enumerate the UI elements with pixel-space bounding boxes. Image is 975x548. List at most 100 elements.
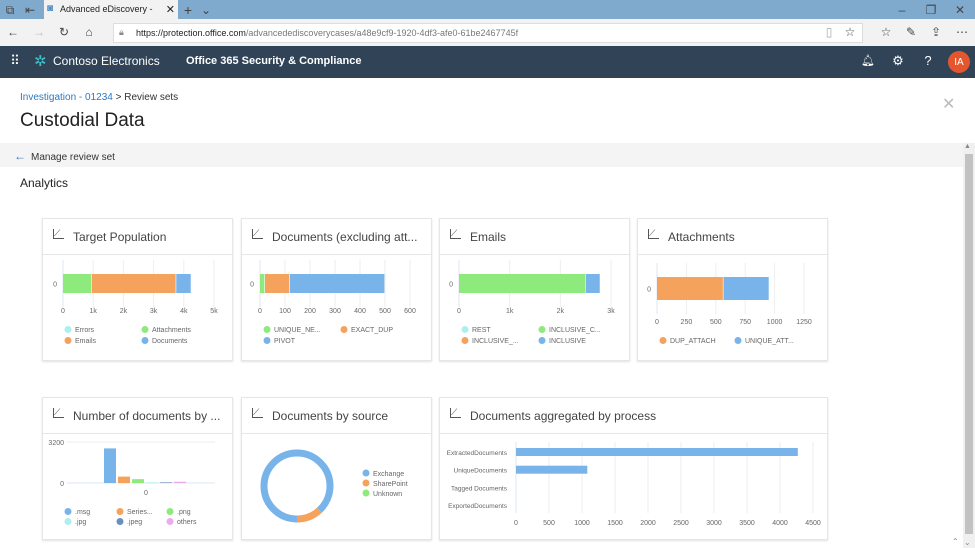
scroll-up-corner-icon[interactable]: ⌃ xyxy=(952,537,959,546)
column-bar[interactable] xyxy=(118,476,130,483)
url-path: /advancedediscoverycases/a48e9cf9-1920-4… xyxy=(245,28,519,38)
chart-card[interactable]: ⟋ Emails 0 1k 2k 3k 0 REST INCLUSIVE_C... INCLUSI… xyxy=(439,218,630,361)
bar-segment[interactable] xyxy=(265,274,290,293)
legend-label: INCLUSIVE_... xyxy=(472,338,519,345)
app-launcher-icon[interactable]: ⠿ xyxy=(10,53,20,68)
tick-label: 1250 xyxy=(796,319,812,326)
maximize-icon[interactable]: ❐ xyxy=(925,3,937,17)
donut-slice[interactable] xyxy=(260,449,334,523)
tick-label: 4k xyxy=(180,308,188,315)
favorite-star-icon[interactable]: ☆ xyxy=(844,25,856,39)
chart-svg: 3200 0 0 .msg Series... .png .jpg .jpeg others xyxy=(48,440,215,526)
tab-title: Advanced eDiscovery - xyxy=(60,4,153,14)
contoso-logo-icon: ✲ xyxy=(34,53,47,70)
minimize-icon[interactable]: – xyxy=(898,3,906,17)
chart-card[interactable]: ⟋ Target Population 0 1k 2k 3k 4k 5k 0 Errors Atta… xyxy=(42,218,233,361)
column-bar[interactable] xyxy=(132,479,144,483)
settings-gear-icon[interactable]: ⚙ xyxy=(892,53,904,68)
chart-title: Number of documents by ... xyxy=(73,409,221,423)
column-bar[interactable] xyxy=(146,482,158,483)
chart-title: Documents aggregated by process xyxy=(470,409,657,423)
column-bar[interactable] xyxy=(174,481,186,483)
donut-slice[interactable] xyxy=(260,449,334,523)
home-icon[interactable]: ⌂ xyxy=(85,25,93,39)
legend-swatch xyxy=(461,326,469,333)
close-panel-icon[interactable]: ✕ xyxy=(942,96,956,113)
chart-title: Attachments xyxy=(668,230,735,244)
legend-label: UNIQUE_ATT... xyxy=(745,338,794,345)
address-bar[interactable]: 🔒︎ https://protection.office.com/advanced… xyxy=(113,23,863,43)
tick-label: 1000 xyxy=(574,520,590,527)
chart-card[interactable]: ⟋ Documents (excluding att... 0 100 200 300 40… xyxy=(241,218,432,361)
legend-swatch xyxy=(659,337,667,344)
bar[interactable] xyxy=(516,448,798,456)
legend-swatch xyxy=(362,479,370,487)
category-label: 0 xyxy=(53,282,57,289)
favorites-list-icon[interactable]: ☆ xyxy=(880,25,892,39)
tick-label: 2k xyxy=(120,308,128,315)
tab-set-aside-icon[interactable]: ⧉ xyxy=(5,3,15,17)
breadcrumb-investigation-link[interactable]: Investigation - 01234 xyxy=(20,92,113,103)
new-tab-icon[interactable]: + xyxy=(183,2,193,18)
bar-segment[interactable] xyxy=(723,277,769,300)
tab-list-chevron-icon[interactable]: ⌄ xyxy=(200,3,212,17)
chart-title: Documents (excluding att... xyxy=(272,230,418,244)
help-icon[interactable]: ? xyxy=(924,53,932,68)
tick-label: 2500 xyxy=(673,520,689,527)
user-avatar[interactable]: IA xyxy=(948,51,970,73)
more-icon[interactable]: ⋯ xyxy=(956,25,968,39)
chart-card-header: ⟋ Emails xyxy=(440,219,629,255)
pen-icon[interactable]: ✎ xyxy=(905,25,917,39)
bar-segment[interactable] xyxy=(585,274,600,293)
brand-name[interactable]: Contoso Electronics xyxy=(53,54,160,68)
reading-view-icon[interactable]: ▯ xyxy=(825,25,833,39)
chart-card[interactable]: ⟋ Documents by source Exchange SharePoint Un… xyxy=(241,397,432,540)
manage-review-set-bar[interactable]: ← Manage review set xyxy=(0,143,963,167)
close-tab-icon[interactable]: ✕ xyxy=(165,4,175,16)
legend-label: Errors xyxy=(75,327,95,334)
chart-svg: Exchange SharePoint Unknown xyxy=(260,449,408,523)
refresh-icon[interactable]: ↻ xyxy=(58,25,70,39)
bar-segment[interactable] xyxy=(290,274,385,293)
line-chart-icon: ⟋ xyxy=(53,229,64,239)
app-title[interactable]: Office 365 Security & Compliance xyxy=(186,55,362,67)
tick-label: 0 xyxy=(258,308,262,315)
bar[interactable] xyxy=(516,465,588,474)
bar-segment[interactable] xyxy=(176,274,191,293)
column-bar[interactable] xyxy=(160,482,172,483)
chart-card[interactable]: ⟋ Documents aggregated by process 0 500 1000… xyxy=(439,397,828,540)
tab-restore-icon[interactable]: ⇤ xyxy=(24,3,36,17)
tick-label: 0 xyxy=(61,308,65,315)
bar-segment[interactable] xyxy=(63,274,92,293)
lock-icon: 🔒︎ xyxy=(119,27,124,37)
scroll-up-icon[interactable]: ▲ xyxy=(964,143,971,150)
manage-review-set-link[interactable]: Manage review set xyxy=(31,152,115,163)
legend-swatch xyxy=(64,337,72,344)
legend-swatch xyxy=(166,508,174,515)
tick-label: 1500 xyxy=(607,520,623,527)
bar-segment[interactable] xyxy=(459,274,586,293)
browser-tab[interactable]: ◙ Advanced eDiscovery - ✕ xyxy=(44,0,178,19)
scrollbar-thumb[interactable] xyxy=(965,154,973,534)
window-close-icon[interactable]: ✕ xyxy=(954,3,966,17)
chart-card[interactable]: ⟋ Number of documents by ... 3200 0 0 .msg Ser… xyxy=(42,397,233,540)
forward-icon[interactable]: → xyxy=(33,25,45,39)
column-bar[interactable] xyxy=(104,448,116,483)
legend-swatch xyxy=(116,508,124,515)
legend-swatch xyxy=(461,337,469,344)
bar-segment[interactable] xyxy=(657,277,723,300)
chart-title: Target Population xyxy=(73,230,167,244)
tick-label: 300 xyxy=(329,308,341,315)
line-chart-icon: ⟋ xyxy=(648,229,659,239)
share-icon[interactable]: ⇪ xyxy=(930,25,942,39)
scroll-down-icon[interactable]: ⌄ xyxy=(964,538,971,547)
bar-segment[interactable] xyxy=(91,274,176,293)
back-icon[interactable]: ← xyxy=(7,25,19,39)
tick-label: 500 xyxy=(543,520,555,527)
notifications-bell-icon[interactable]: 🔔︎ xyxy=(861,55,875,67)
bar-segment[interactable] xyxy=(260,274,265,293)
tick-label: 3500 xyxy=(739,520,755,527)
chart-title: Emails xyxy=(470,230,507,244)
line-chart-icon: ⟋ xyxy=(53,408,64,418)
chart-card[interactable]: ⟋ Attachments 0 250 500 750 1000 1250 0 DUP_ATTAC… xyxy=(637,218,828,361)
